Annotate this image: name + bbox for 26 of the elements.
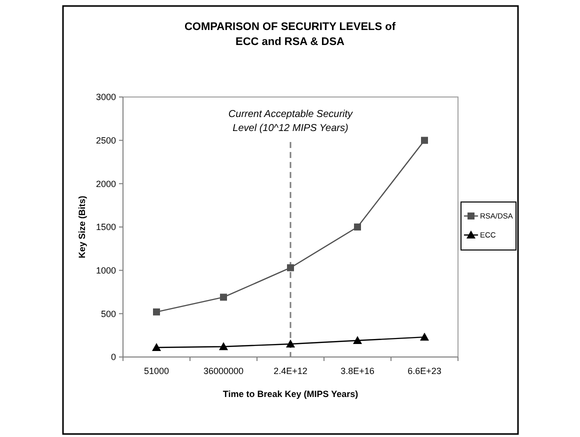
y-tick-label: 1000 — [96, 265, 116, 276]
y-tick-label: 2500 — [96, 135, 116, 146]
ref-line-label: Current Acceptable Security Level (10^12 MIPS Years) — [228, 109, 354, 134]
point — [353, 336, 362, 344]
point — [287, 264, 294, 272]
x-tick-label: 2.4E+12 — [274, 366, 308, 376]
x-axis-title: Time to Break Key (MIPS Years) — [222, 389, 358, 399]
y-tick-label: 0 — [110, 352, 116, 362]
x-tick-label: 3.8E+16 — [340, 366, 374, 376]
point — [421, 136, 428, 144]
x-tick-label: 6.6E+23 — [408, 366, 442, 376]
point — [152, 342, 161, 351]
y-tick-label: 2000 — [96, 178, 116, 189]
y-tick-label: 3000 — [96, 92, 116, 102]
x-tick-label: 51000 — [144, 366, 170, 376]
point — [153, 308, 160, 316]
x-tick-label: 36000000 — [203, 366, 244, 376]
y-tick-label: 500 — [100, 308, 116, 319]
point — [219, 342, 228, 350]
chart-title: COMPARISON OF SECURITY LEVELS of ECC and RSA & DSA — [184, 21, 396, 48]
point — [220, 294, 227, 301]
point — [420, 332, 429, 341]
point — [354, 224, 361, 230]
point — [286, 340, 295, 348]
y-tick-label: 1500 — [96, 222, 116, 232]
y-axis-title: Key Size (Bits) — [77, 196, 87, 258]
